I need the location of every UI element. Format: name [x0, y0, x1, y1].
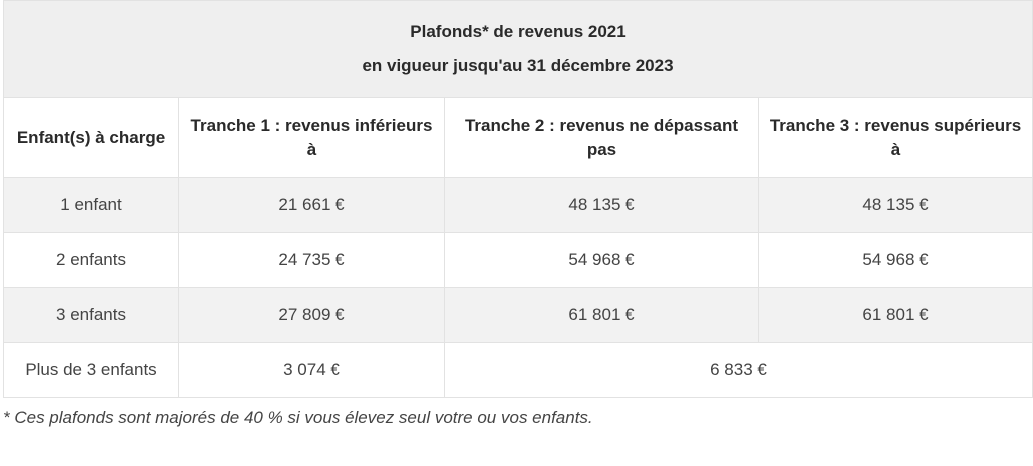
table-title-line-2: en vigueur jusqu'au 31 décembre 2023 — [362, 56, 674, 75]
cell-tranche-1: 24 735 € — [178, 232, 445, 288]
column-header-tranche-1: Tranche 1 : revenus inférieurs à — [178, 97, 445, 178]
cell-tranche-2-3-merged: 6 833 € — [444, 342, 1033, 398]
cell-tranche-1: 3 074 € — [178, 342, 445, 398]
cell-tranche-2: 48 135 € — [444, 177, 759, 233]
cell-tranche-3: 54 968 € — [758, 232, 1033, 288]
column-header-children: Enfant(s) à charge — [3, 97, 179, 178]
column-header-tranche-2: Tranche 2 : revenus ne dépassant pas — [444, 97, 759, 178]
table-row: Plus de 3 enfants 3 074 € 6 833 € — [3, 342, 1033, 398]
table-row: 2 enfants 24 735 € 54 968 € 54 968 € — [3, 232, 1033, 288]
row-label: 3 enfants — [3, 287, 179, 343]
table-title: Plafonds* de revenus 2021 en vigueur jus… — [3, 0, 1033, 98]
cell-tranche-1: 27 809 € — [178, 287, 445, 343]
table-row: 3 enfants 27 809 € 61 801 € 61 801 € — [3, 287, 1033, 343]
column-header-tranche-3: Tranche 3 : revenus supérieurs à — [758, 97, 1033, 178]
table-title-line-1: Plafonds* de revenus 2021 — [410, 22, 626, 41]
row-label: 2 enfants — [3, 232, 179, 288]
income-ceilings-table: Plafonds* de revenus 2021 en vigueur jus… — [3, 0, 1033, 398]
row-label: 1 enfant — [3, 177, 179, 233]
row-label: Plus de 3 enfants — [3, 342, 179, 398]
header-row: Enfant(s) à charge Tranche 1 : revenus i… — [3, 97, 1033, 178]
footnote: * Ces plafonds sont majorés de 40 % si v… — [3, 408, 593, 427]
cell-tranche-1: 21 661 € — [178, 177, 445, 233]
cell-tranche-2: 54 968 € — [444, 232, 759, 288]
cell-tranche-2: 61 801 € — [444, 287, 759, 343]
cell-tranche-3: 61 801 € — [758, 287, 1033, 343]
cell-tranche-3: 48 135 € — [758, 177, 1033, 233]
table-row: 1 enfant 21 661 € 48 135 € 48 135 € — [3, 177, 1033, 233]
